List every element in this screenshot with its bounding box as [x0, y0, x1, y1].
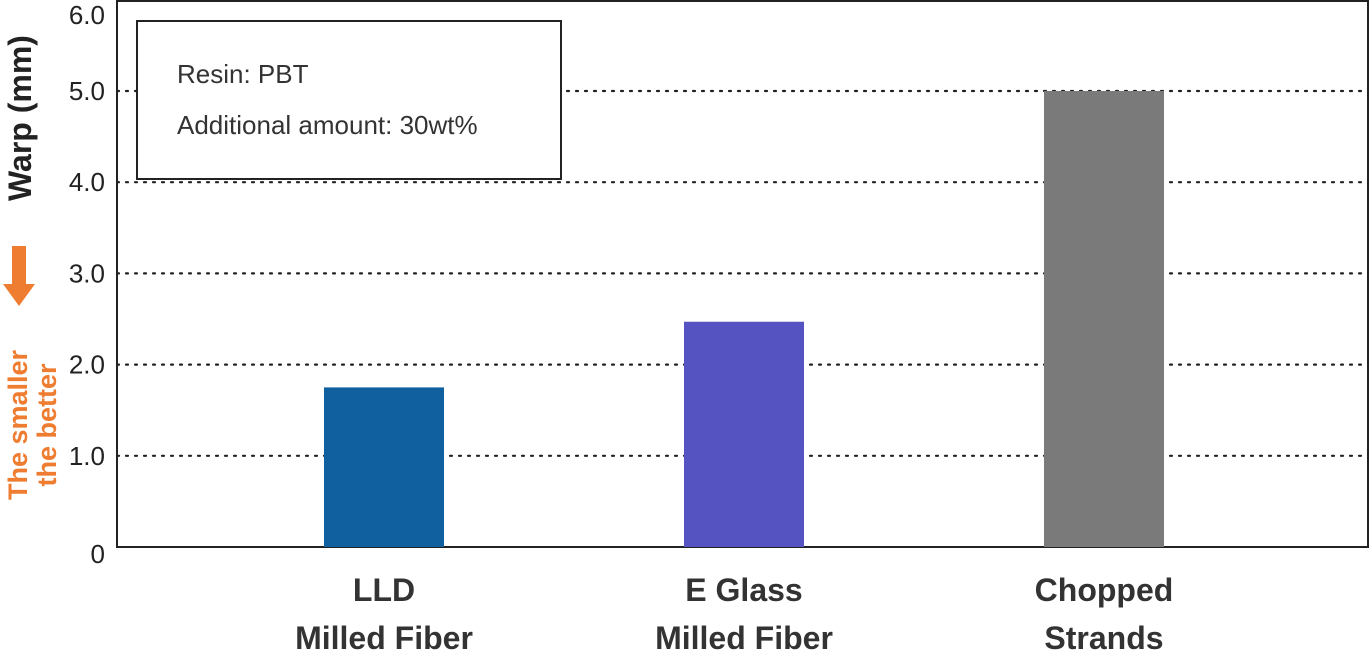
direction-note-line1: The smaller	[3, 349, 33, 500]
annotation-box: Resin: PBT Additional amount: 30wt%	[136, 20, 562, 180]
x-category-label: Chopped	[1035, 572, 1174, 608]
direction-note-line2: the better	[32, 363, 62, 487]
y-tick-label: 5.0	[69, 76, 105, 106]
y-axis-label: Warp (mm)	[2, 35, 38, 201]
y-tick-label: 6.0	[69, 0, 105, 30]
bar	[684, 321, 804, 547]
x-category-labels: LLD Milled Fiber E Glass Milled Fiber Choppe…	[295, 572, 1173, 656]
x-category-label: Milled Fiber	[655, 620, 833, 656]
y-tick-label: 1.0	[69, 441, 105, 471]
x-category-label: Strands	[1044, 620, 1163, 656]
direction-note: The smaller the better	[3, 246, 62, 500]
y-tick-label: 4.0	[69, 167, 105, 197]
bar	[324, 387, 444, 547]
x-category-label: E Glass	[685, 572, 802, 608]
annotation-amount: Additional amount: 30wt%	[177, 110, 478, 140]
x-category-label: Milled Fiber	[295, 620, 473, 656]
x-category-label: LLD	[353, 572, 415, 608]
y-tick-label: 0	[91, 539, 105, 569]
annotation-resin: Resin: PBT	[177, 59, 309, 89]
down-arrow-icon	[3, 246, 35, 306]
bars	[324, 91, 1164, 547]
y-tick-label: 3.0	[69, 258, 105, 288]
bar	[1044, 91, 1164, 547]
y-tick-label: 2.0	[69, 350, 105, 380]
y-tick-labels: 0 1.0 2.0 3.0 4.0 5.0 6.0	[69, 0, 105, 569]
